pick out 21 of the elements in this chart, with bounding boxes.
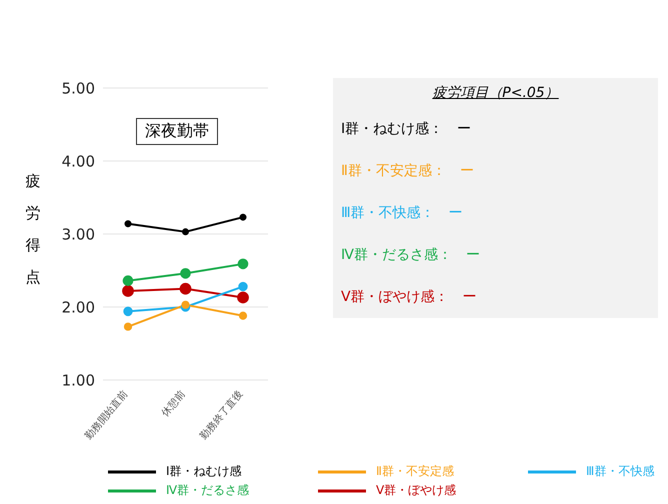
text: 疲労項目（P<.05） xyxy=(431,84,560,102)
y-tick-label: 5.00 xyxy=(62,79,95,98)
y-tick-label: 4.00 xyxy=(62,152,95,170)
legend-label: Ⅰ群・ねむけ感 xyxy=(166,463,242,480)
legend-label: Ⅳ群・だるさ感 xyxy=(166,482,250,499)
text: Ⅰ群・ねむけ感： ー xyxy=(341,120,472,138)
text: Ⅴ群・ぼやけ感： ー xyxy=(341,288,477,306)
text: Ⅳ群・だるさ感： ー xyxy=(341,246,480,264)
annotation: 深夜勤帯 xyxy=(136,118,218,145)
legend-label: Ⅴ群・ぼやけ感 xyxy=(376,482,456,499)
y-tick-label: 2.00 xyxy=(62,298,95,316)
legend-label: Ⅲ群・不快感 xyxy=(586,463,654,480)
text: Ⅲ群・不快感： ー xyxy=(341,204,463,222)
y-axis-title: 疲労得点 xyxy=(26,172,40,286)
y-tick-label: 1.00 xyxy=(62,371,95,390)
x-tick-label: 休憩前 xyxy=(159,388,188,419)
text: Ⅱ群・不安定感： ー xyxy=(341,162,474,180)
x-tick-label: 勤務終了直後 xyxy=(198,388,246,442)
x-tick-label: 勤務開始直前 xyxy=(82,388,130,442)
y-tick-label: 3.00 xyxy=(62,225,95,244)
legend-label: Ⅱ群・不安定感 xyxy=(376,463,454,480)
